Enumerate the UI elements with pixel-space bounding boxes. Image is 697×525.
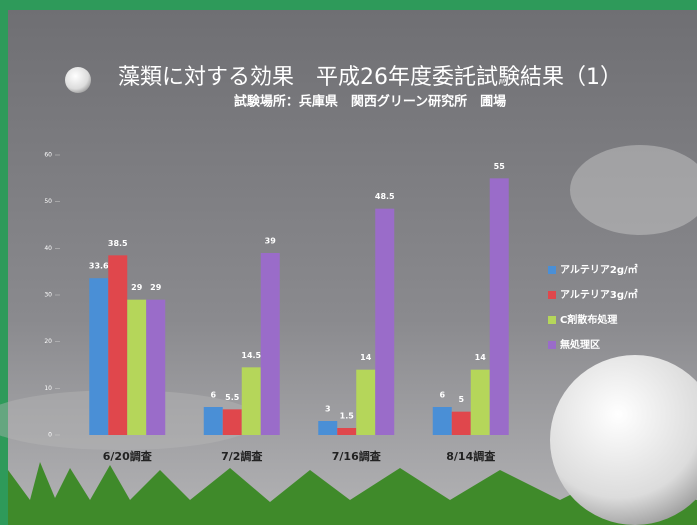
value-label: 38.5: [108, 239, 128, 248]
golf-ball: [550, 355, 697, 525]
y-tick-label: 20: [44, 338, 52, 345]
chart-subtitle: 試験場所：兵庫県 関西グリーン研究所 圃場: [234, 94, 506, 110]
value-label: 33.6: [89, 262, 109, 271]
bar: [489, 178, 509, 436]
y-tick-label: 50: [44, 198, 52, 205]
legend-label: アルテリア2g/㎡: [560, 263, 638, 276]
x-tick-label: 7/16調査: [332, 449, 381, 463]
x-tick-label: 8/14調査: [446, 449, 495, 463]
value-label: 6: [439, 391, 445, 400]
legend-swatch: [548, 291, 556, 299]
legend-swatch: [548, 341, 556, 349]
value-label: 5.5: [225, 393, 240, 402]
bar: [241, 367, 261, 435]
value-label: 3: [325, 405, 331, 414]
value-label: 39: [265, 237, 277, 246]
value-label: 1.5: [340, 412, 355, 421]
legend-swatch: [548, 266, 556, 274]
value-label: 29: [150, 283, 162, 292]
chart-title: 藻類に対する効果 平成26年度委託試験結果（1）: [118, 65, 622, 90]
bar: [451, 411, 471, 435]
value-label: 5: [458, 395, 464, 404]
bar: [260, 253, 280, 435]
legend-label: 無処理区: [560, 338, 600, 351]
cloud: [570, 145, 697, 235]
bar: [127, 299, 147, 435]
bar: [432, 407, 452, 435]
bar: [146, 299, 166, 435]
bar: [318, 421, 338, 435]
value-label: 6: [210, 391, 216, 400]
y-tick-label: 60: [44, 152, 52, 159]
x-tick-label: 7/2調査: [221, 449, 262, 463]
y-tick-label: 0: [48, 432, 52, 439]
grass: [8, 462, 697, 525]
bar: [356, 369, 376, 435]
legend-label: アルテリア3g/㎡: [560, 288, 638, 301]
y-tick-label: 40: [44, 245, 52, 252]
value-label: 14.5: [241, 351, 261, 360]
legend-swatch: [548, 316, 556, 324]
y-tick-label: 30: [44, 292, 52, 299]
legend-label: C剤散布処理: [560, 313, 617, 326]
value-label: 14: [475, 353, 487, 362]
value-label: 55: [494, 162, 506, 171]
y-tick-label: 10: [44, 385, 52, 392]
bar: [108, 255, 128, 435]
bar: [470, 369, 490, 435]
bar: [337, 428, 357, 435]
value-label: 29: [131, 283, 143, 292]
value-label: 48.5: [375, 192, 395, 201]
bar: [222, 409, 242, 435]
ball-icon: [65, 67, 91, 93]
bar: [89, 278, 109, 435]
bar: [375, 208, 395, 435]
x-tick-label: 6/20調査: [103, 449, 152, 463]
bar: [203, 407, 223, 435]
value-label: 14: [360, 353, 372, 362]
